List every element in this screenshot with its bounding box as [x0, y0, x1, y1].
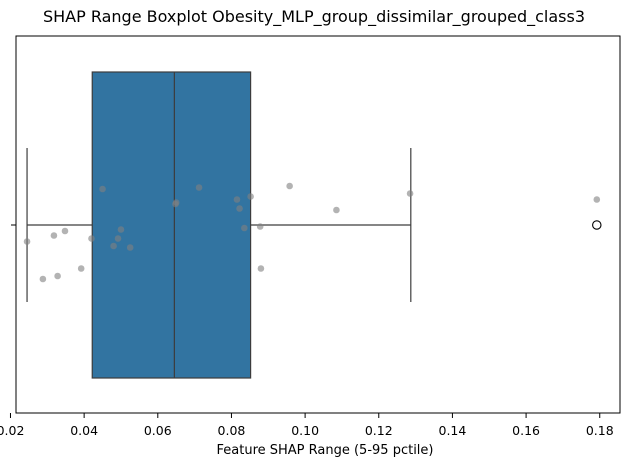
data-point — [39, 275, 47, 283]
data-point — [23, 238, 31, 245]
data-point — [233, 196, 241, 203]
data-point — [286, 182, 293, 190]
data-point — [50, 232, 58, 239]
data-point — [88, 235, 95, 242]
x-tick-label: 0.12 — [365, 423, 393, 438]
x-tick-label: 0.04 — [70, 423, 98, 438]
data-point — [247, 193, 254, 200]
data-point — [257, 265, 265, 272]
x-tick-label: 0.06 — [144, 423, 172, 438]
axes — [11, 35, 621, 414]
x-tick-label: 0.08 — [218, 423, 246, 438]
data-point — [241, 224, 248, 232]
data-point — [114, 235, 122, 242]
data-point — [117, 226, 125, 233]
data-point — [77, 265, 85, 272]
chart-title: SHAP Range Boxplot Obesity_MLP_group_dis… — [42, 7, 586, 26]
data-point — [333, 206, 340, 214]
outlier-marker — [592, 220, 602, 230]
data-point — [54, 272, 61, 280]
data-point — [110, 242, 117, 250]
data-point — [126, 244, 134, 251]
data-point — [406, 190, 414, 197]
iqr-box — [91, 71, 252, 379]
x-axis-label: Feature SHAP Range (5-95 pctile) — [216, 443, 434, 458]
x-tick-label: 0.02 — [0, 423, 24, 438]
data-point — [195, 184, 203, 191]
data-point — [236, 205, 243, 212]
x-tick-label: 0.18 — [586, 423, 614, 438]
x-ticks: 0.02 0.04 0.06 0.08 0.10 0.12 0.14 0.16 0.18 — [0, 413, 614, 438]
data-point — [172, 199, 180, 206]
data-point — [593, 196, 601, 203]
data-point — [256, 223, 264, 230]
box-group — [26, 71, 602, 379]
x-tick-label: 0.10 — [291, 423, 319, 438]
data-point — [99, 185, 106, 193]
x-tick-label: 0.16 — [512, 423, 540, 438]
strip-points — [23, 182, 601, 283]
data-point — [61, 227, 69, 235]
x-tick-label: 0.14 — [439, 423, 467, 438]
